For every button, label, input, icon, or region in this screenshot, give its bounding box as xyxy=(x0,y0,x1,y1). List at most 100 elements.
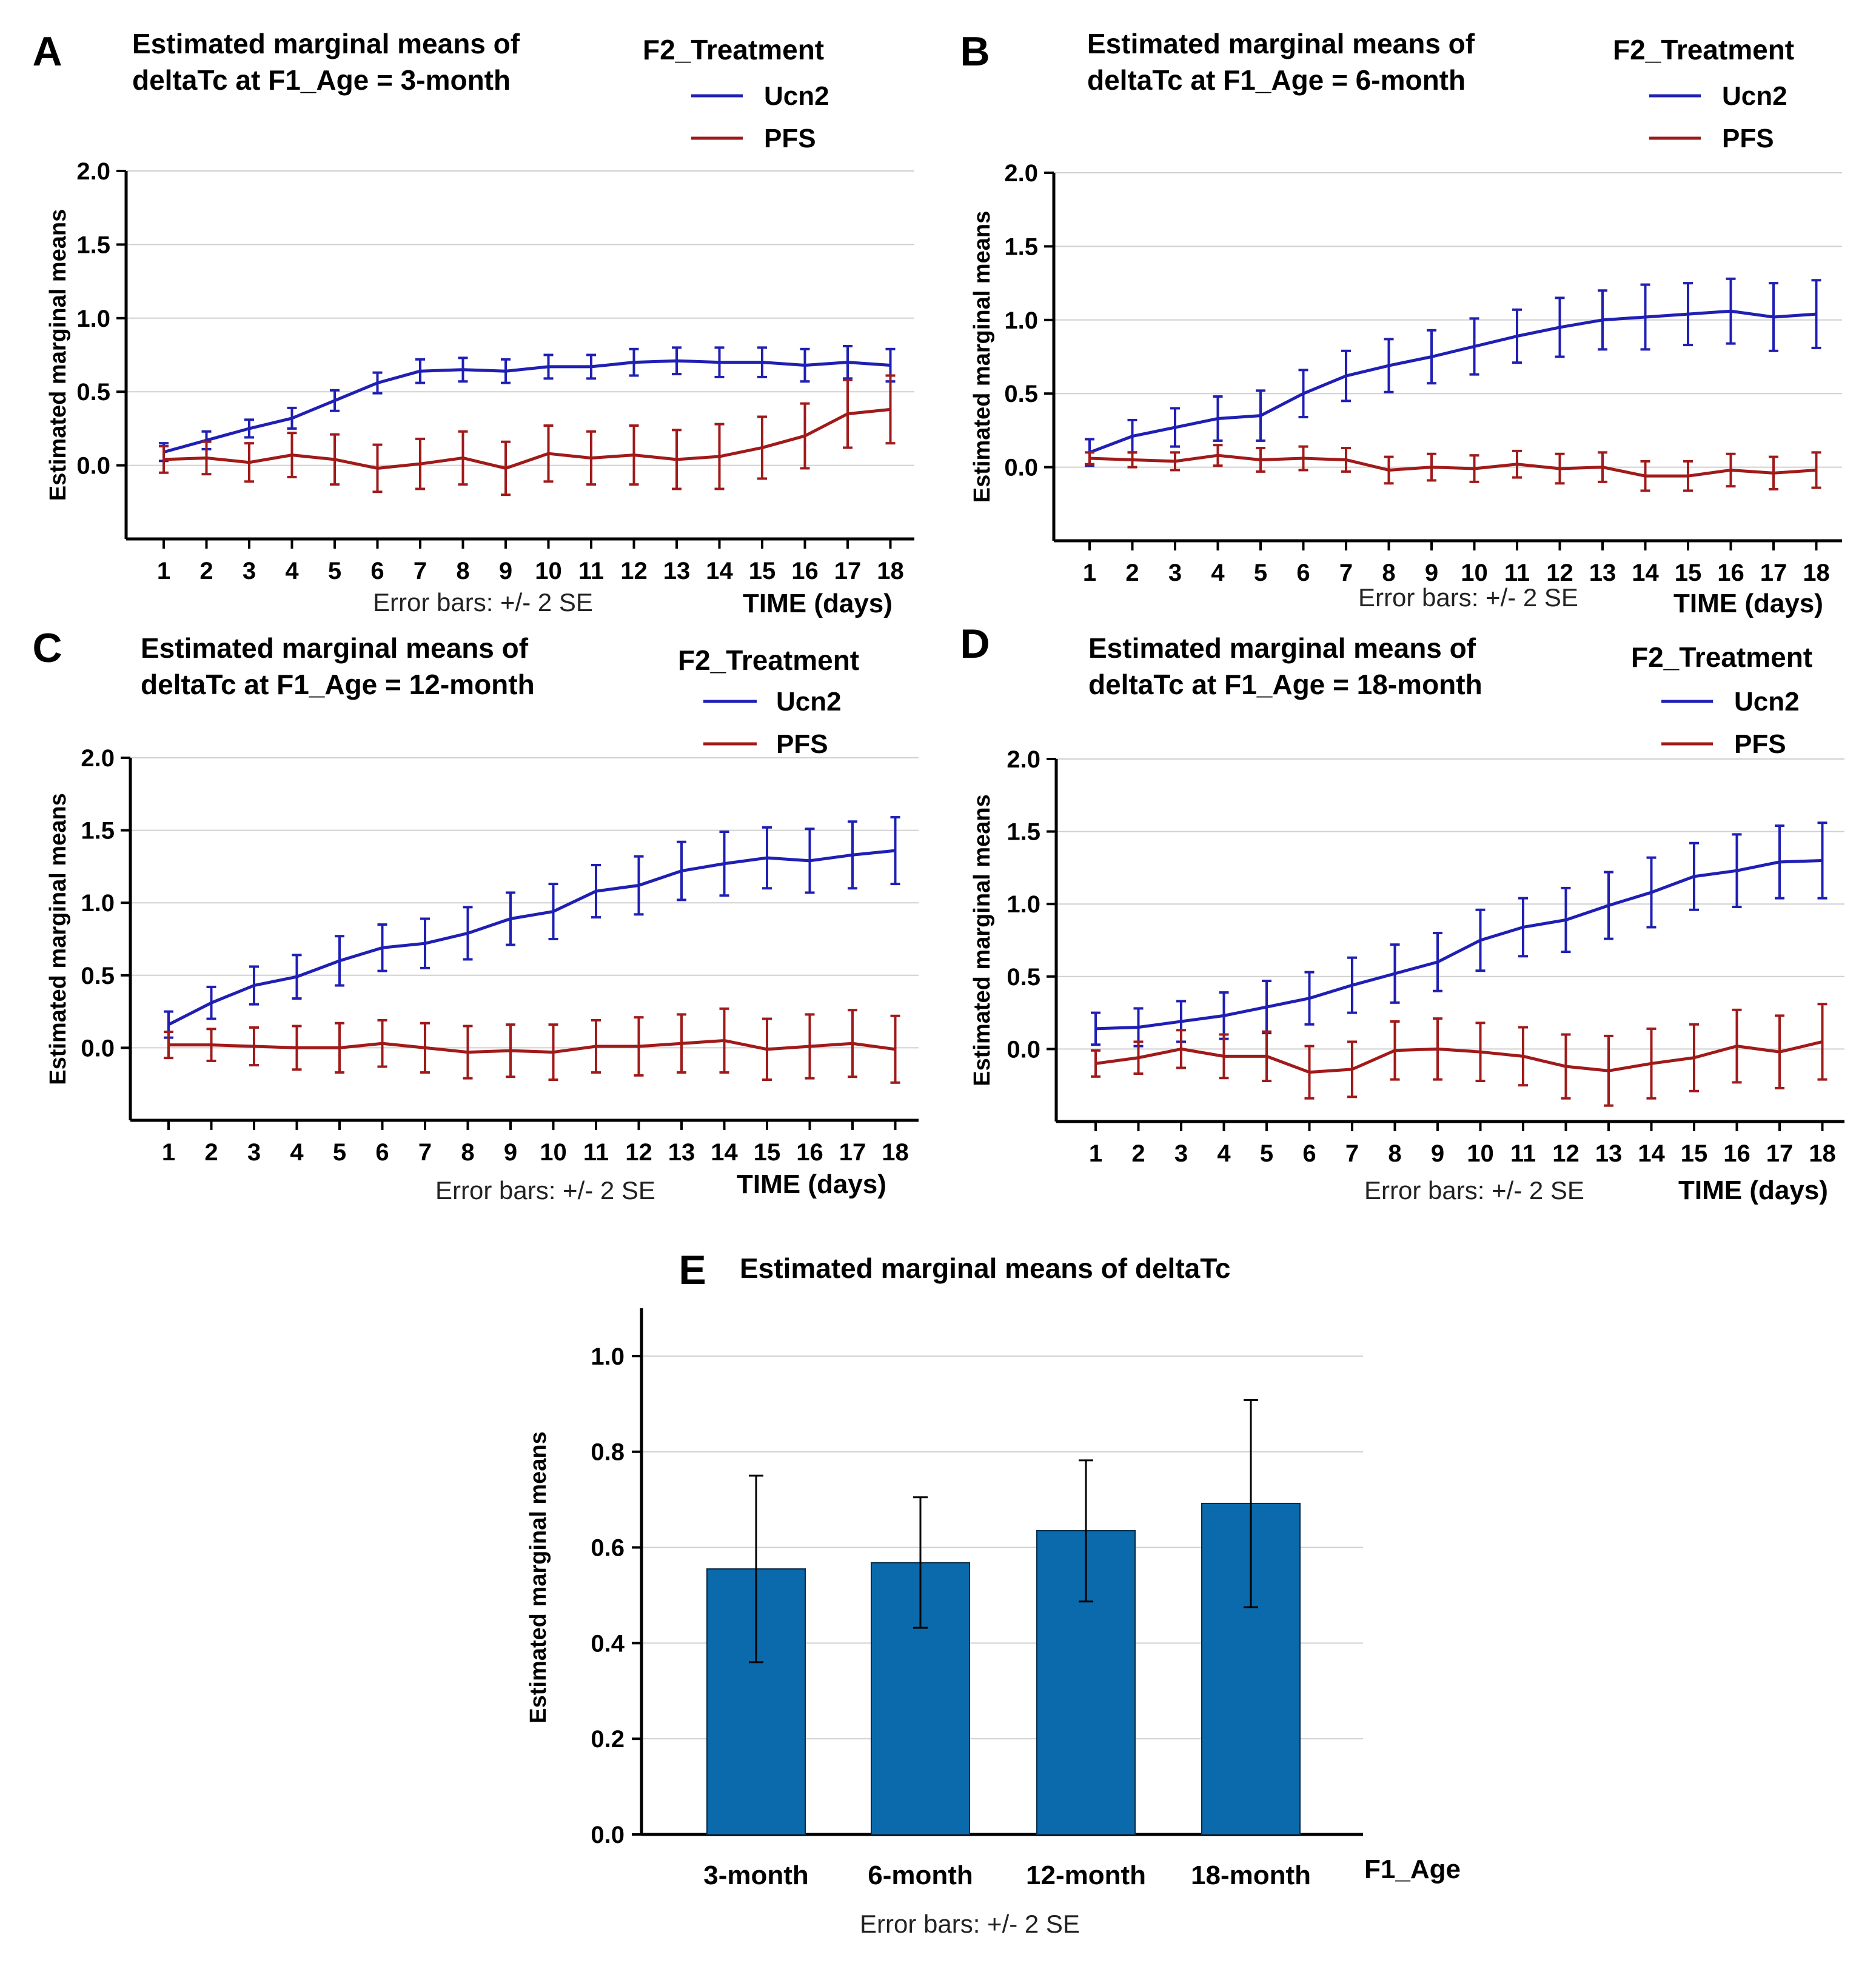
x-tick-label: 10 xyxy=(540,1139,567,1166)
x-tick-label: 11 xyxy=(1510,1140,1536,1167)
y-tick-label: 0.4 xyxy=(591,1630,625,1657)
legend-label: PFS xyxy=(1734,729,1786,759)
x-tick-label: 8 xyxy=(1388,1140,1401,1167)
x-tick-label: 6 xyxy=(370,558,384,584)
panel-letter: B xyxy=(960,28,990,75)
y-axis-title: Estimated marginal means xyxy=(526,1431,551,1724)
legend-title: F2_Treatment xyxy=(1613,34,1794,65)
x-category-label: 12-month xyxy=(1026,1861,1146,1890)
panel-letter: D xyxy=(960,621,990,667)
series-pfs xyxy=(1085,444,1821,492)
y-tick-label: 2.0 xyxy=(76,158,110,185)
series-line xyxy=(163,407,891,470)
panel-e: E Estimated marginal means of deltaTc 0.0 0… xyxy=(526,1247,1461,1938)
chart-title-line: deltaTc at F1_Age = 3-month xyxy=(132,64,511,96)
x-tick-label: 4 xyxy=(1211,560,1225,586)
x-tick-label: 14 xyxy=(1632,560,1659,586)
legend-title: F2_Treatment xyxy=(678,644,859,676)
x-tick-label: 5 xyxy=(1254,560,1267,586)
y-tick-label: 1.0 xyxy=(591,1343,625,1370)
x-tick-label: 9 xyxy=(504,1139,517,1166)
x-tick-label: 15 xyxy=(749,558,776,584)
chart-title-line: Estimated marginal means of xyxy=(1088,632,1476,664)
x-tick-label: 7 xyxy=(1339,560,1353,586)
y-tick-label: 0.5 xyxy=(76,379,110,406)
series-ucn2 xyxy=(1091,821,1827,1048)
chart-title-line: deltaTc at F1_Age = 6-month xyxy=(1087,64,1466,96)
x-tick-label: 1 xyxy=(1089,1140,1102,1167)
x-tick-label: 13 xyxy=(663,558,691,584)
x-tick-label: 14 xyxy=(1638,1140,1665,1167)
x-tick-label: 2 xyxy=(1125,560,1139,586)
y-tick-label: 1.5 xyxy=(1004,233,1038,260)
y-tick-label: 0.6 xyxy=(591,1535,625,1562)
y-tick-label: 0.0 xyxy=(591,1822,625,1848)
x-tick-label: 17 xyxy=(839,1139,866,1166)
x-tick-label: 18 xyxy=(877,558,904,584)
x-tick-label: 2 xyxy=(199,558,213,584)
y-tick-label: 1.0 xyxy=(81,890,115,917)
x-tick-label: 7 xyxy=(1345,1140,1359,1167)
chart-title-line: Estimated marginal means of xyxy=(1087,28,1475,59)
x-axis-title: F1_Age xyxy=(1364,1854,1461,1884)
x-tick-label: 17 xyxy=(1766,1140,1794,1167)
x-tick-label: 11 xyxy=(578,558,604,584)
x-tick-label: 16 xyxy=(791,558,819,584)
x-tick-label: 13 xyxy=(668,1139,695,1166)
x-tick-label: 3 xyxy=(243,558,256,584)
legend-title: F2_Treatment xyxy=(1631,641,1812,673)
series-ucn2 xyxy=(164,816,900,1039)
y-axis-title: Estimated marginal means xyxy=(45,793,71,1085)
x-tick-label: 8 xyxy=(461,1139,474,1166)
legend-label: Ucn2 xyxy=(776,687,842,717)
legend-label: Ucn2 xyxy=(1734,687,1800,717)
y-tick-label: 0.5 xyxy=(81,963,115,989)
series-ucn2 xyxy=(1085,277,1821,467)
x-tick-label: 12 xyxy=(620,558,648,584)
series-ucn2 xyxy=(159,344,896,463)
series-line xyxy=(1089,453,1817,478)
panel-d: D Estimated marginal means of deltaTc at F… xyxy=(960,621,1844,1205)
x-tick-label: 18 xyxy=(882,1139,909,1166)
error-bar-note: Error bars: +/- 2 SE xyxy=(1364,1176,1584,1205)
legend-label: Ucn2 xyxy=(764,81,829,111)
y-tick-label: 0.5 xyxy=(1007,964,1040,991)
x-tick-label: 6 xyxy=(1296,560,1310,586)
x-tick-label: 13 xyxy=(1595,1140,1623,1167)
x-tick-label: 11 xyxy=(1504,560,1530,586)
x-tick-label: 12 xyxy=(625,1139,652,1166)
x-tick-label: 5 xyxy=(328,558,341,584)
legend-label: PFS xyxy=(764,124,816,153)
x-tick-label: 16 xyxy=(1723,1140,1750,1167)
series-line xyxy=(163,359,891,454)
series-line xyxy=(1095,1040,1823,1074)
legend-label: Ucn2 xyxy=(1722,81,1787,111)
x-tick-label: 13 xyxy=(1589,560,1616,586)
x-category-label: 3-month xyxy=(703,1861,809,1890)
error-bar-note: Error bars: +/- 2 SE xyxy=(373,588,593,617)
series-line xyxy=(1095,858,1823,1031)
series-line xyxy=(167,849,896,1026)
y-tick-label: 1.5 xyxy=(81,818,115,844)
series-pfs xyxy=(159,374,896,497)
x-category-label: 6-month xyxy=(868,1861,973,1890)
x-tick-label: 16 xyxy=(1717,560,1744,586)
panel-letter: C xyxy=(32,625,62,671)
y-tick-label: 1.0 xyxy=(1004,307,1038,334)
x-tick-label: 7 xyxy=(418,1139,432,1166)
panel-a: A Estimated marginal means of deltaTc at F… xyxy=(32,28,914,618)
x-axis-title: TIME (days) xyxy=(1673,589,1823,618)
x-tick-label: 1 xyxy=(1083,560,1096,586)
x-tick-label: 18 xyxy=(1803,560,1830,586)
x-tick-label: 4 xyxy=(1217,1140,1231,1167)
x-category-label: 18-month xyxy=(1191,1861,1311,1890)
x-tick-label: 3 xyxy=(1174,1140,1188,1167)
x-tick-label: 8 xyxy=(456,558,469,584)
series-pfs xyxy=(1091,1003,1827,1107)
x-tick-label: 4 xyxy=(285,558,299,584)
x-tick-label: 3 xyxy=(247,1139,261,1166)
series-line xyxy=(169,1038,896,1054)
y-tick-label: 2.0 xyxy=(1007,746,1040,773)
x-tick-label: 17 xyxy=(834,558,862,584)
x-tick-label: 10 xyxy=(1467,1140,1494,1167)
